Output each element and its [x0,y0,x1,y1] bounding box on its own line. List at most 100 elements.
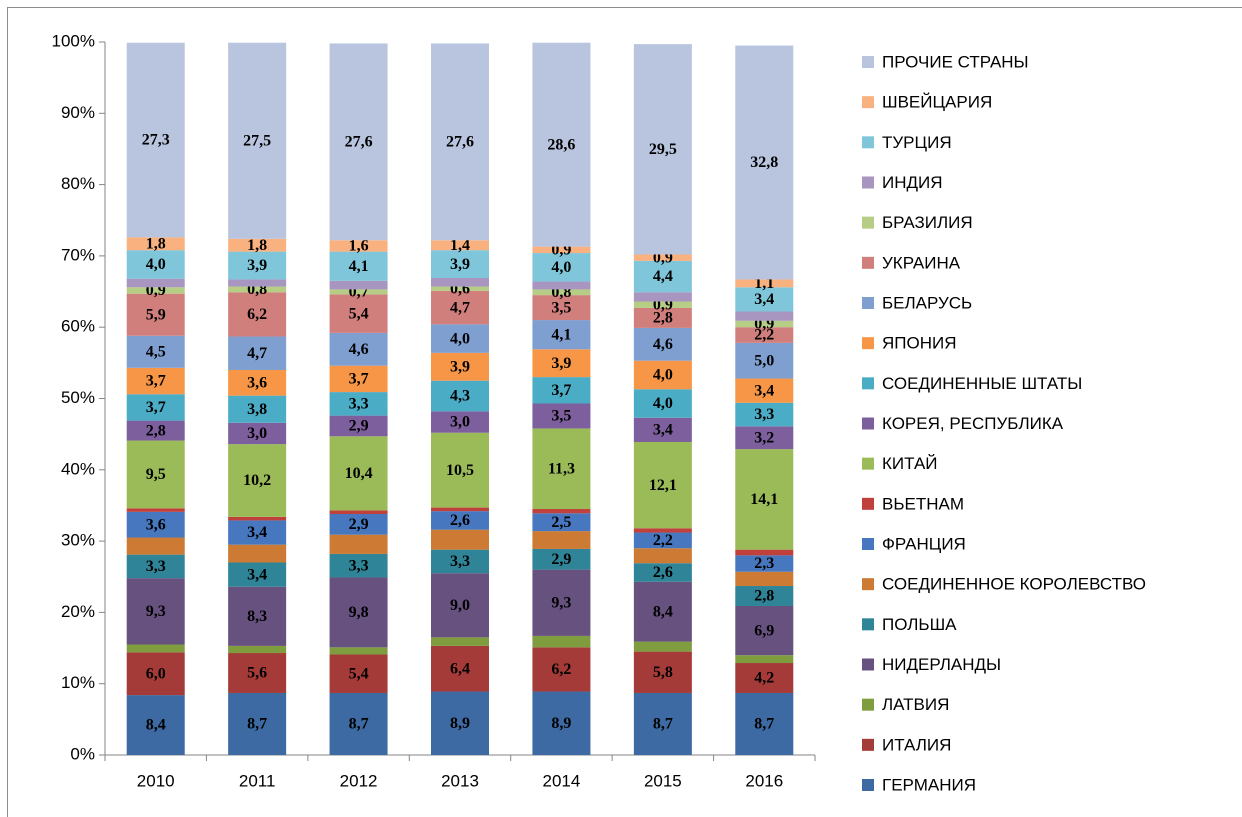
bar-segment [126,440,185,509]
data-label: 3,4 [653,422,673,439]
bar-segment [228,422,287,445]
data-label: 2,8 [146,422,166,439]
bar-segment [633,254,692,261]
bar-segment [228,279,287,287]
bar-segment [431,240,489,251]
data-label: 5,6 [247,665,267,682]
data-label: 27,6 [345,133,373,150]
bar-segment [329,514,388,535]
bar-segment [329,647,388,655]
legend-swatch [862,56,874,68]
data-label: 8,3 [247,608,267,625]
data-label: 6,4 [450,660,470,677]
bar-segment [735,555,794,572]
data-label: 3,6 [146,516,166,533]
bar-segment [228,42,287,239]
bar-segment [735,655,794,664]
x-tick-label: 2016 [745,771,783,790]
data-label: 4,5 [146,343,166,360]
data-label: 1,4 [450,237,470,254]
data-label: 2,8 [754,588,774,605]
data-label: 3,2 [754,429,774,446]
data-label: 3,7 [349,371,369,388]
bar-segment [532,320,591,350]
data-label: 3,6 [247,374,267,391]
bar-segment [633,292,692,302]
legend-swatch [862,457,874,470]
bar-segment [228,586,287,646]
bar-segment [329,510,388,515]
bar-segment [126,278,185,288]
bar-segment [329,436,388,511]
data-label: 3,9 [450,358,470,375]
bar-segment [633,548,692,564]
data-label: 27,3 [142,132,170,149]
bar-segment [735,605,794,656]
bar-segment [532,428,591,510]
data-label: 4,0 [653,395,673,412]
legend-label: ЛАТВИЯ [882,695,949,714]
data-label: 2,9 [349,418,369,435]
bar-segment [735,45,794,280]
y-tick-label: 60% [61,317,95,336]
data-label: 6,9 [754,622,774,639]
data-label: 4,4 [653,268,673,285]
bar-segment [228,286,287,293]
bar-segment [228,653,287,693]
bar-segment [126,578,185,645]
legend-label: ФРАНЦИЯ [882,534,966,553]
bar-segment [228,692,287,755]
data-label: 3,7 [146,373,166,390]
bar-segment [329,240,388,252]
bar-segment [633,692,692,755]
bar-segment [735,342,794,379]
data-label: 10,4 [345,465,373,482]
legend-label: ИТАЛИЯ [882,735,951,754]
data-label: 2,2 [653,532,673,549]
data-label: 4,6 [653,336,673,353]
chart-border [7,7,1242,817]
bar-segment [228,292,287,337]
y-tick-label: 80% [61,174,95,193]
bar-segment [633,417,692,442]
legend-label: БЕЛАРУСЬ [882,293,972,312]
bar-segment [431,691,489,755]
legend-label: КИТАЙ [882,454,938,473]
bar-segment [735,449,794,550]
bar-segment [532,246,591,254]
bar-segment [329,289,388,295]
y-tick-label: 0% [70,744,95,763]
bar-segment [329,654,388,693]
bar-segment [735,663,794,693]
legend-swatch [862,377,874,390]
bar-segment [431,380,489,412]
bar-segment [735,311,794,321]
bar-segment [633,307,692,328]
x-tick-label: 2010 [137,771,175,790]
data-label: 9,8 [349,604,369,621]
data-label: 9,3 [551,594,571,611]
legend-swatch [862,96,874,109]
x-tick-label: 2013 [441,771,479,790]
bar-segment [126,644,185,653]
legend-label: УКРАИНА [882,253,961,272]
x-tick-label: 2015 [644,771,682,790]
y-tick-label: 90% [61,103,95,122]
data-label: 27,6 [446,133,474,150]
bar-segment [633,389,692,418]
legend-swatch [862,658,874,671]
bar-segment [532,289,591,296]
legend-label: ПРОЧИЕ СТРАНЫ [882,52,1029,71]
data-label: 3,3 [349,557,369,574]
legend-label: ПОЛЬША [882,615,957,634]
data-label: 4,2 [754,670,774,687]
data-label: 10,5 [446,462,474,479]
data-label: 8,7 [653,716,673,733]
data-label: 3,9 [247,257,267,274]
legend-swatch [862,136,874,149]
bar-segment [532,531,591,549]
bar-segment [633,360,692,390]
bar-segment [532,349,591,378]
data-label: 6,2 [247,306,267,323]
x-tick-label: 2011 [239,771,276,790]
